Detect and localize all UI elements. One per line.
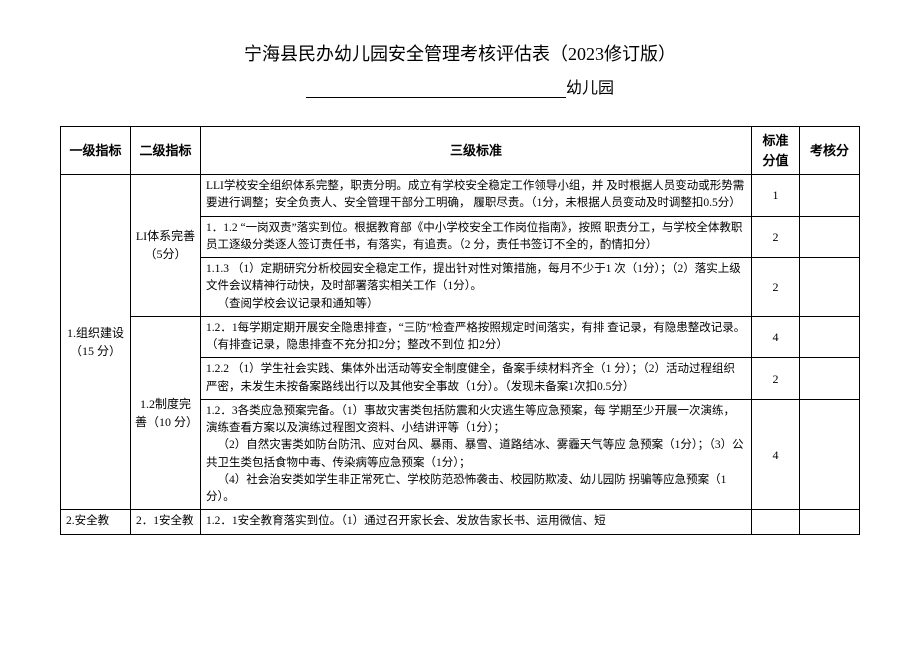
l3-cell: 1．1.2 “一岗双责”落实到位。根据教育部《中小学校安全工作岗位指南》，按照 …: [201, 216, 752, 258]
header-l2: 二级指标: [131, 127, 201, 175]
subtitle-suffix: 幼儿园: [566, 80, 614, 97]
l3-cell: 1.1.3 （1）定期研究分析校园安全稳定工作，提出针对性对策措施，每月不少于1…: [201, 258, 752, 317]
std-score-cell: 4: [752, 399, 800, 510]
l2-cell-system: LI体系完善（5分）: [131, 175, 201, 317]
assess-score-cell: [800, 358, 860, 400]
assess-score-cell: [800, 316, 860, 358]
kindergarten-blank: [306, 82, 566, 98]
header-score: 考核分: [800, 127, 860, 175]
table-row: 1.2制度完善（10 分） 1.2．1每学期定期开展安全隐患排查，“三防”检查严…: [61, 316, 860, 358]
header-std: 标准 分值: [752, 127, 800, 175]
table-row: 1.组织建设（15 分） LI体系完善（5分） LLI学校安全组织体系完整，职责…: [61, 175, 860, 217]
assess-score-cell: [800, 510, 860, 534]
table-row: 2.安全教 2．1安全教 1.2．1安全教育落实到位。（1）通过召开家长会、发放…: [61, 510, 860, 534]
l3-cell: LLI学校安全组织体系完整，职责分明。成立有学校安全稳定工作领导小组，并 及时根…: [201, 175, 752, 217]
std-score-cell: 2: [752, 358, 800, 400]
l3-cell: 1.2．3各类应急预案完备。（1）事故灾害类包括防震和火灾逃生等应急预案，每 学…: [201, 399, 752, 510]
l3-p2: （2）自然灾害类如防台防汛、应对台风、暴雨、暴雪、道路结冰、雾霾天气等应 急预案…: [206, 437, 746, 472]
l3-p3: （4）社会治安类如学生非正常死亡、学校防范恐怖袭击、校园防欺凌、幼儿园防 拐骗等…: [206, 472, 746, 507]
std-score-cell: 4: [752, 316, 800, 358]
std-score-cell: [752, 510, 800, 534]
l2-cell-policy: 1.2制度完善（10 分）: [131, 316, 201, 510]
table-header-row: 一级指标 二级指标 三级标准 标准 分值 考核分: [61, 127, 860, 175]
assessment-table: 一级指标 二级指标 三级标准 标准 分值 考核分 1.组织建设（15 分） LI…: [60, 126, 860, 535]
assess-score-cell: [800, 399, 860, 510]
std-score-cell: 1: [752, 175, 800, 217]
std-score-cell: 2: [752, 216, 800, 258]
l3-text-sub: （查阅学校会议记录和通知等）: [206, 296, 746, 313]
l3-cell: 1.2.2 （1）学生社会实践、集体外出活动等安全制度健全，备案手续材料齐全（1…: [201, 358, 752, 400]
assess-score-cell: [800, 175, 860, 217]
header-l3: 三级标准: [201, 127, 752, 175]
l1-cell-safety: 2.安全教: [61, 510, 131, 534]
std-score-cell: 2: [752, 258, 800, 317]
l1-cell-org: 1.组织建设（15 分）: [61, 175, 131, 510]
kindergarten-name-line: 幼儿园: [60, 74, 860, 98]
header-l1: 一级指标: [61, 127, 131, 175]
l3-p1: 1.2．3各类应急预案完备。（1）事故灾害类包括防震和火灾逃生等应急预案，每 学…: [206, 405, 735, 434]
page-title: 宁海县民办幼儿园安全管理考核评估表（2023修订版）: [60, 40, 860, 66]
l2-cell-safety-edu: 2．1安全教: [131, 510, 201, 534]
assess-score-cell: [800, 216, 860, 258]
assess-score-cell: [800, 258, 860, 317]
l3-text-main: 1.1.3 （1）定期研究分析校园安全稳定工作，提出针对性对策措施，每月不少于1…: [206, 263, 741, 292]
l3-cell: 1.2．1每学期定期开展安全隐患排查，“三防”检查严格按照规定时间落实，有排 查…: [201, 316, 752, 358]
l3-cell: 1.2．1安全教育落实到位。（1）通过召开家长会、发放告家长书、运用微信、短: [201, 510, 752, 534]
